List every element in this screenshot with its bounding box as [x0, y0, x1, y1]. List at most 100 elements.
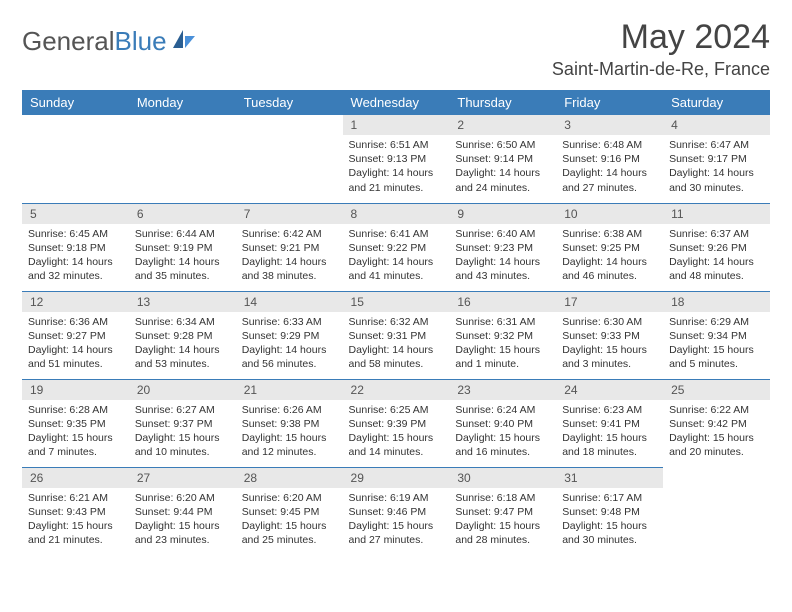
calendar-day-cell: 10Sunrise: 6:38 AMSunset: 9:25 PMDayligh…	[556, 203, 663, 291]
day-number: 21	[236, 380, 343, 400]
calendar-day-cell: 4Sunrise: 6:47 AMSunset: 9:17 PMDaylight…	[663, 115, 770, 203]
day-details: Sunrise: 6:24 AMSunset: 9:40 PMDaylight:…	[449, 400, 556, 466]
calendar-day-cell: 8Sunrise: 6:41 AMSunset: 9:22 PMDaylight…	[343, 203, 450, 291]
day-details: Sunrise: 6:47 AMSunset: 9:17 PMDaylight:…	[663, 135, 770, 201]
day-details: Sunrise: 6:20 AMSunset: 9:45 PMDaylight:…	[236, 488, 343, 554]
day-header: Sunday	[22, 90, 129, 115]
calendar-day-cell: 14Sunrise: 6:33 AMSunset: 9:29 PMDayligh…	[236, 291, 343, 379]
day-number: 11	[663, 204, 770, 224]
calendar-day-cell: ..	[22, 115, 129, 203]
calendar-day-cell: 20Sunrise: 6:27 AMSunset: 9:37 PMDayligh…	[129, 379, 236, 467]
day-number: 29	[343, 468, 450, 488]
day-details: Sunrise: 6:27 AMSunset: 9:37 PMDaylight:…	[129, 400, 236, 466]
calendar-day-cell: 12Sunrise: 6:36 AMSunset: 9:27 PMDayligh…	[22, 291, 129, 379]
month-title: May 2024	[552, 18, 770, 57]
title-block: May 2024 Saint-Martin-de-Re, France	[552, 18, 770, 80]
day-number: 12	[22, 292, 129, 312]
calendar-week-row: 5Sunrise: 6:45 AMSunset: 9:18 PMDaylight…	[22, 203, 770, 291]
day-number: 26	[22, 468, 129, 488]
logo-text-blue: Blue	[115, 26, 167, 57]
day-number: 15	[343, 292, 450, 312]
calendar-day-cell: 17Sunrise: 6:30 AMSunset: 9:33 PMDayligh…	[556, 291, 663, 379]
day-details: Sunrise: 6:17 AMSunset: 9:48 PMDaylight:…	[556, 488, 663, 554]
day-number: 27	[129, 468, 236, 488]
day-details: Sunrise: 6:36 AMSunset: 9:27 PMDaylight:…	[22, 312, 129, 378]
day-number: 10	[556, 204, 663, 224]
day-header: Wednesday	[343, 90, 450, 115]
day-header: Friday	[556, 90, 663, 115]
day-details: Sunrise: 6:44 AMSunset: 9:19 PMDaylight:…	[129, 224, 236, 290]
calendar-day-cell: 15Sunrise: 6:32 AMSunset: 9:31 PMDayligh…	[343, 291, 450, 379]
day-details: Sunrise: 6:33 AMSunset: 9:29 PMDaylight:…	[236, 312, 343, 378]
logo-text-gray: General	[22, 26, 115, 57]
calendar-day-cell: 13Sunrise: 6:34 AMSunset: 9:28 PMDayligh…	[129, 291, 236, 379]
calendar-day-cell: 2Sunrise: 6:50 AMSunset: 9:14 PMDaylight…	[449, 115, 556, 203]
calendar-day-cell: 9Sunrise: 6:40 AMSunset: 9:23 PMDaylight…	[449, 203, 556, 291]
day-details: Sunrise: 6:34 AMSunset: 9:28 PMDaylight:…	[129, 312, 236, 378]
day-details: Sunrise: 6:19 AMSunset: 9:46 PMDaylight:…	[343, 488, 450, 554]
day-number: 20	[129, 380, 236, 400]
day-number: 8	[343, 204, 450, 224]
calendar-day-cell: ..	[663, 467, 770, 555]
day-number: 4	[663, 115, 770, 135]
calendar-day-cell: 6Sunrise: 6:44 AMSunset: 9:19 PMDaylight…	[129, 203, 236, 291]
calendar-head: SundayMondayTuesdayWednesdayThursdayFrid…	[22, 90, 770, 115]
day-number: 19	[22, 380, 129, 400]
day-number: 5	[22, 204, 129, 224]
day-details: Sunrise: 6:26 AMSunset: 9:38 PMDaylight:…	[236, 400, 343, 466]
calendar-day-cell: ..	[129, 115, 236, 203]
day-number: 7	[236, 204, 343, 224]
day-number: 6	[129, 204, 236, 224]
calendar-day-cell: 24Sunrise: 6:23 AMSunset: 9:41 PMDayligh…	[556, 379, 663, 467]
calendar-week-row: 26Sunrise: 6:21 AMSunset: 9:43 PMDayligh…	[22, 467, 770, 555]
day-details: Sunrise: 6:38 AMSunset: 9:25 PMDaylight:…	[556, 224, 663, 290]
calendar-day-cell: 5Sunrise: 6:45 AMSunset: 9:18 PMDaylight…	[22, 203, 129, 291]
calendar-week-row: ......1Sunrise: 6:51 AMSunset: 9:13 PMDa…	[22, 115, 770, 203]
calendar-day-cell: 7Sunrise: 6:42 AMSunset: 9:21 PMDaylight…	[236, 203, 343, 291]
day-details: Sunrise: 6:48 AMSunset: 9:16 PMDaylight:…	[556, 135, 663, 201]
day-number: 2	[449, 115, 556, 135]
day-number: 1	[343, 115, 450, 135]
calendar-week-row: 12Sunrise: 6:36 AMSunset: 9:27 PMDayligh…	[22, 291, 770, 379]
day-header: Saturday	[663, 90, 770, 115]
day-header-row: SundayMondayTuesdayWednesdayThursdayFrid…	[22, 90, 770, 115]
day-number: 25	[663, 380, 770, 400]
day-details: Sunrise: 6:50 AMSunset: 9:14 PMDaylight:…	[449, 135, 556, 201]
day-number: 24	[556, 380, 663, 400]
calendar-day-cell: ..	[236, 115, 343, 203]
calendar-day-cell: 23Sunrise: 6:24 AMSunset: 9:40 PMDayligh…	[449, 379, 556, 467]
day-details: Sunrise: 6:32 AMSunset: 9:31 PMDaylight:…	[343, 312, 450, 378]
day-details: Sunrise: 6:29 AMSunset: 9:34 PMDaylight:…	[663, 312, 770, 378]
day-details: Sunrise: 6:23 AMSunset: 9:41 PMDaylight:…	[556, 400, 663, 466]
day-details: Sunrise: 6:45 AMSunset: 9:18 PMDaylight:…	[22, 224, 129, 290]
day-number: 31	[556, 468, 663, 488]
day-details: Sunrise: 6:40 AMSunset: 9:23 PMDaylight:…	[449, 224, 556, 290]
calendar-day-cell: 22Sunrise: 6:25 AMSunset: 9:39 PMDayligh…	[343, 379, 450, 467]
day-details: Sunrise: 6:30 AMSunset: 9:33 PMDaylight:…	[556, 312, 663, 378]
day-header: Thursday	[449, 90, 556, 115]
calendar-day-cell: 25Sunrise: 6:22 AMSunset: 9:42 PMDayligh…	[663, 379, 770, 467]
day-details: Sunrise: 6:18 AMSunset: 9:47 PMDaylight:…	[449, 488, 556, 554]
day-number: 16	[449, 292, 556, 312]
logo-sail-icon	[171, 26, 197, 57]
calendar-day-cell: 16Sunrise: 6:31 AMSunset: 9:32 PMDayligh…	[449, 291, 556, 379]
location-label: Saint-Martin-de-Re, France	[552, 59, 770, 80]
calendar-day-cell: 3Sunrise: 6:48 AMSunset: 9:16 PMDaylight…	[556, 115, 663, 203]
logo: GeneralBlue	[22, 18, 197, 57]
calendar-day-cell: 30Sunrise: 6:18 AMSunset: 9:47 PMDayligh…	[449, 467, 556, 555]
day-details: Sunrise: 6:21 AMSunset: 9:43 PMDaylight:…	[22, 488, 129, 554]
day-number: 28	[236, 468, 343, 488]
calendar-table: SundayMondayTuesdayWednesdayThursdayFrid…	[22, 90, 770, 555]
calendar-day-cell: 19Sunrise: 6:28 AMSunset: 9:35 PMDayligh…	[22, 379, 129, 467]
day-number: 18	[663, 292, 770, 312]
calendar-day-cell: 21Sunrise: 6:26 AMSunset: 9:38 PMDayligh…	[236, 379, 343, 467]
day-number: 30	[449, 468, 556, 488]
calendar-day-cell: 11Sunrise: 6:37 AMSunset: 9:26 PMDayligh…	[663, 203, 770, 291]
calendar-day-cell: 29Sunrise: 6:19 AMSunset: 9:46 PMDayligh…	[343, 467, 450, 555]
day-details: Sunrise: 6:41 AMSunset: 9:22 PMDaylight:…	[343, 224, 450, 290]
day-number: 22	[343, 380, 450, 400]
day-details: Sunrise: 6:37 AMSunset: 9:26 PMDaylight:…	[663, 224, 770, 290]
day-header: Tuesday	[236, 90, 343, 115]
day-number: 14	[236, 292, 343, 312]
day-number: 23	[449, 380, 556, 400]
